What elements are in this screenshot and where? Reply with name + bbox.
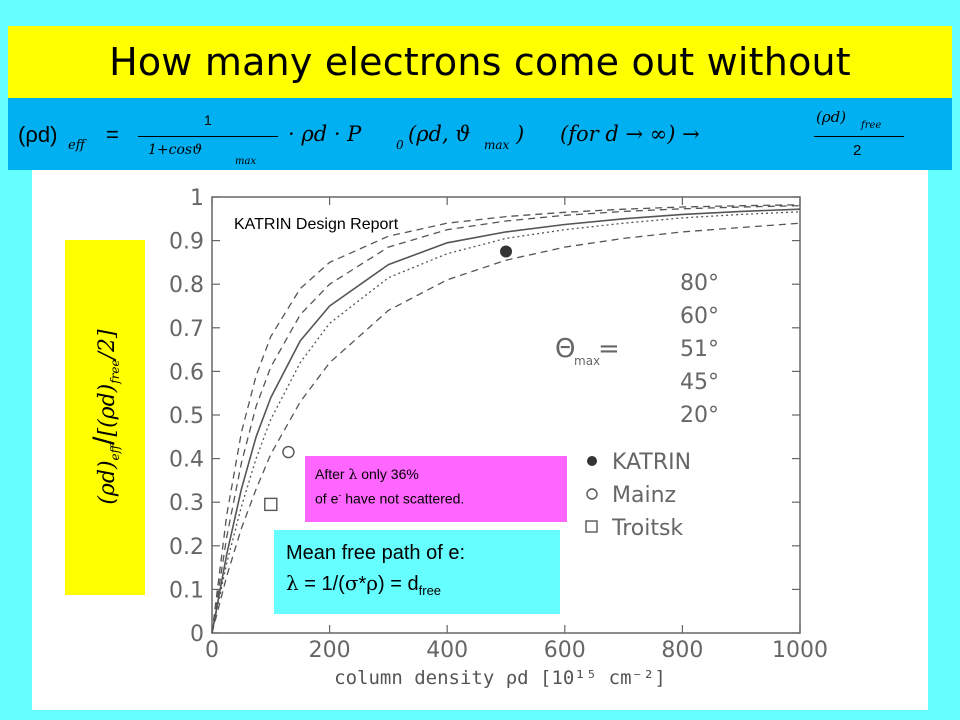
legend-label: Mainz: [612, 483, 676, 508]
y-label-slash: /: [87, 436, 121, 445]
y-tick-label: 0.7: [169, 317, 204, 342]
y-tick-label: 0.6: [169, 360, 204, 385]
formula-body: · ρd · P: [288, 122, 362, 146]
formula-equals: =: [106, 122, 119, 147]
note-line-1: After λ only 36%: [315, 464, 557, 485]
formula-args: (ρd, ϑ: [408, 122, 471, 146]
note-line-2-post: have not scattered.: [341, 490, 465, 507]
theta-equals: =: [598, 334, 620, 364]
mfp-sub: free: [418, 583, 442, 598]
theta-sub: max: [574, 354, 600, 368]
x-tick-label: 200: [309, 638, 351, 663]
mfp-line-2: λ = 1/(σ*ρ) = dfree: [286, 568, 548, 606]
tick-layer: 0 200 400 600 800 1000 0 0.1 0.2 0.3 0.4 0.5 0.6 0.7 0…: [169, 186, 828, 663]
y-tick-label: 0.5: [169, 404, 204, 429]
mfp-rho: ρ: [366, 571, 379, 595]
y-tick-label: 0: [190, 622, 204, 647]
y-label-den: [(ρd): [94, 383, 120, 437]
mfp-lambda: λ: [286, 571, 299, 595]
curve-80deg: [211, 204, 801, 634]
legend-angle: 80°: [680, 271, 719, 296]
legend-label: KATRIN: [612, 450, 691, 475]
y-label-num-sub: eff: [108, 444, 123, 461]
mfp-line-1: Mean free path of e:: [286, 542, 466, 564]
slide-title: How many electrons come out without: [109, 40, 851, 84]
electron-sup: -: [338, 490, 342, 500]
y-label-den-sub: free: [108, 359, 123, 384]
y-label-den-end: /2]: [94, 329, 120, 360]
x-axis-title: column density ρd [10¹⁵ cm⁻²]: [334, 667, 666, 689]
scatter-note: After λ only 36% of e- have not scattere…: [305, 456, 567, 522]
formula-args-close: ): [516, 122, 525, 146]
mfp-star: *: [358, 573, 367, 595]
point-mainz: [282, 445, 295, 459]
formula-rhs-num: (ρd): [816, 108, 847, 126]
y-tick-label: 0.9: [169, 230, 204, 255]
formula-p-sub: 0: [396, 138, 404, 152]
curve-51deg: [211, 208, 801, 634]
chart-panel: [32, 170, 928, 710]
x-tick-label: 600: [544, 638, 586, 663]
curve-45deg: [211, 211, 801, 634]
formula-frac-line: [138, 136, 278, 137]
mfp-eq: = 1/(: [298, 573, 345, 595]
note-line-2: of e- have not scattered.: [315, 485, 557, 509]
lambda-symbol: λ: [348, 467, 358, 483]
legend-angle: 20°: [680, 403, 719, 428]
point-katrin: [500, 245, 512, 258]
point-layer: [264, 245, 512, 512]
legend-angle: 51°: [680, 337, 719, 362]
legend-marker: [586, 488, 598, 500]
y-tick-label: 0.3: [169, 491, 204, 516]
legend-marker: [587, 456, 597, 466]
mfp-sigma: σ: [344, 571, 359, 595]
curve-60deg: [211, 205, 801, 634]
formula-lhs: (ρd): [18, 122, 58, 147]
legend-marker: [585, 520, 598, 533]
point-troitsk: [264, 497, 278, 512]
y-tick-label: 1: [190, 186, 204, 211]
mean-free-path-box: Mean free path of e: λ = 1/(σ*ρ) = dfree: [274, 530, 560, 614]
curve-layer: [211, 204, 801, 634]
y-tick-label: 0.2: [169, 535, 204, 560]
x-tick-label: 800: [661, 638, 703, 663]
legend-label: Troitsk: [611, 516, 683, 541]
note-percent: only 36%: [357, 466, 419, 482]
title-bar: How many electrons come out without: [8, 26, 952, 98]
x-tick-label: 0: [205, 638, 219, 663]
curve-20deg: [211, 222, 801, 634]
note-line-2-pre: of e: [315, 490, 339, 507]
note-prefix: After: [315, 466, 349, 482]
formula-bar: (ρd) eff = 1 1+cosϑ max · ρd · P 0 (ρd, …: [8, 98, 952, 170]
formula-condition: (for d → ∞) →: [560, 122, 700, 146]
formula-rhs-den: 2: [853, 142, 862, 159]
y-axis-label: (ρd)eff/[(ρd)free/2]: [88, 329, 122, 504]
x-tick-label: 400: [426, 638, 468, 663]
formula-lhs-sub: eff: [68, 138, 85, 153]
y-tick-label: 0.1: [169, 578, 204, 603]
legend-angle: 45°: [680, 370, 719, 395]
formula-rhs-num-sub: free: [861, 120, 882, 131]
legend-layer: 80° 60° 51° 45° 20° KATRIN Mainz Troitsk: [585, 271, 719, 541]
mfp-close: ) = d: [378, 573, 419, 595]
formula-frac-den-sub: max: [235, 156, 257, 167]
formula-rhs-line: [814, 136, 904, 137]
formula-frac-num: 1: [204, 112, 212, 128]
theta-symbol: Θ: [555, 334, 575, 364]
x-tick-label: 1000: [772, 638, 828, 663]
y-tick-label: 0.8: [169, 273, 204, 298]
formula-frac-den: 1+cosϑ: [148, 142, 203, 158]
source-label: KATRIN Design Report: [234, 216, 399, 233]
y-axis-label-box: (ρd)eff/[(ρd)free/2]: [65, 240, 145, 595]
legend-angle: 60°: [680, 304, 719, 329]
y-label-num: (ρd): [94, 460, 120, 505]
formula-args-sub: max: [484, 138, 510, 152]
y-tick-label: 0.4: [169, 448, 204, 473]
